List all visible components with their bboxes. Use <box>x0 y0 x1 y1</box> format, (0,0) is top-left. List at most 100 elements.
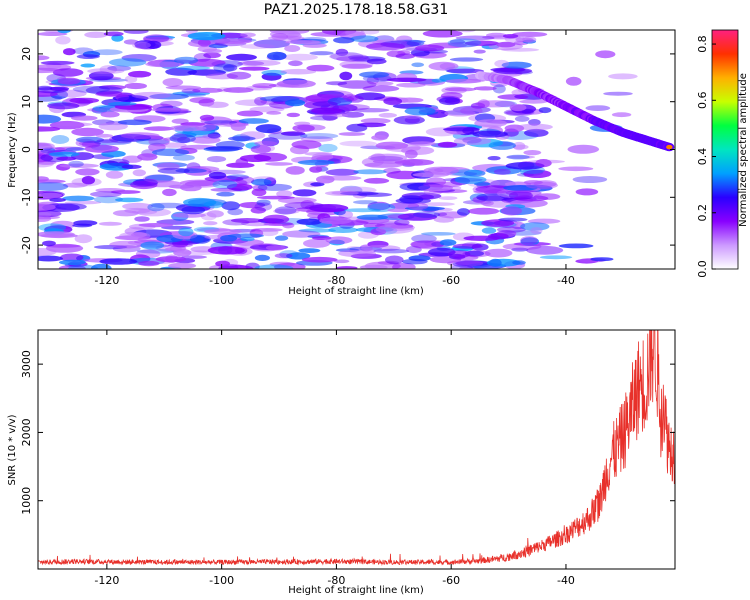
heatmap-blob <box>38 142 55 150</box>
heatmap-blob <box>155 256 187 263</box>
heatmap-blob <box>298 248 321 254</box>
heatmap-blob <box>444 109 476 117</box>
heatmap-blob <box>95 91 134 98</box>
heatmap-blob <box>463 169 486 177</box>
heatmap-blob <box>303 238 331 248</box>
heatmap-blob <box>282 222 295 229</box>
heatmap-blob <box>40 233 78 239</box>
heatmap-blob <box>48 151 80 157</box>
heatmap-blob <box>100 111 120 118</box>
heatmap-blob <box>250 178 272 186</box>
heatmap-blob <box>364 162 403 168</box>
heatmap-blob <box>138 260 160 267</box>
heatmap-blob <box>506 154 530 160</box>
heatmap-blob <box>115 197 144 203</box>
heatmap-blob <box>473 86 497 91</box>
heatmap-blob <box>38 126 61 132</box>
heatmap-blob <box>468 207 500 215</box>
heatmap-blob <box>341 111 365 118</box>
heatmap-blob <box>421 202 455 207</box>
heatmap-blob <box>206 156 227 163</box>
heatmap-blob <box>392 262 416 269</box>
colorbar-gradient <box>712 30 738 269</box>
heatmap-blob <box>132 41 151 49</box>
heatmap-blob <box>386 77 427 83</box>
heatmap-blob <box>455 35 495 41</box>
heatmap-blob <box>204 120 238 125</box>
heatmap-blob <box>522 36 537 43</box>
heatmap-blob <box>107 101 137 106</box>
heatmap-blob <box>240 32 256 38</box>
heatmap-blob <box>117 96 146 103</box>
heatmap-blob <box>411 62 425 68</box>
heatmap-blob <box>49 198 66 202</box>
heatmap-blob <box>190 234 205 244</box>
heatmap-blob <box>415 44 445 52</box>
heatmap-blob <box>521 108 534 115</box>
heatmap-blob <box>47 102 80 110</box>
heatmap-blob <box>309 51 334 56</box>
heatmap-blob <box>257 183 292 191</box>
heatmap-blob <box>310 182 325 187</box>
heatmap-blob <box>87 68 125 74</box>
heatmap-blob <box>431 78 446 83</box>
heatmap-blob <box>611 112 632 118</box>
heatmap-blob <box>512 31 548 37</box>
heatmap-blob <box>207 246 245 255</box>
heatmap-blob <box>375 224 414 234</box>
heatmap-blob <box>57 77 81 85</box>
heatmap-blob <box>171 118 189 124</box>
heatmap-blob <box>297 159 335 166</box>
x-tick-label: -60 <box>442 274 460 287</box>
heatmap-blob <box>502 34 519 39</box>
heatmap-blob <box>470 102 486 109</box>
heatmap-blob <box>134 216 150 222</box>
heatmap-blob <box>439 62 456 70</box>
heatmap-blob <box>74 234 93 244</box>
heatmap-blob <box>75 168 100 176</box>
heatmap-blob <box>84 31 108 38</box>
heatmap-blob <box>145 40 162 50</box>
heatmap-blob <box>558 243 594 249</box>
colorbar-tick-label: 0.2 <box>696 204 709 222</box>
snr-plot-frame <box>37 329 676 570</box>
heatmap-blob <box>230 218 264 223</box>
heatmap-blob <box>285 166 305 175</box>
heatmap-blob <box>143 126 174 131</box>
heatmap-blob <box>136 138 170 145</box>
heatmap-blob <box>237 60 265 66</box>
heatmap-blob <box>38 85 53 91</box>
x-tick-label: -40 <box>557 574 575 587</box>
heatmap-blob <box>199 114 215 121</box>
heatmap-blob <box>401 146 435 156</box>
heatmap-blob <box>279 250 299 259</box>
heatmap-blob <box>450 264 473 269</box>
heatmap-blob <box>302 43 327 48</box>
heatmap-blob <box>108 58 147 67</box>
heatmap-blob <box>454 175 487 184</box>
heatmap-blob <box>572 176 608 183</box>
heatmap-blob <box>375 141 409 150</box>
heatmap-blob <box>233 239 265 246</box>
heatmap-blob <box>395 53 415 59</box>
heatmap-blob <box>448 250 471 258</box>
heatmap-blob <box>301 256 338 263</box>
heatmap-blob <box>366 42 406 51</box>
heatmap-blob <box>59 253 84 262</box>
heatmap-blob <box>433 212 448 217</box>
heatmap-blob <box>492 84 506 94</box>
heatmap-blob <box>117 119 152 126</box>
heatmap-blob <box>345 30 365 37</box>
heatmap-blob <box>335 266 358 269</box>
heatmap-blob <box>595 50 616 59</box>
heatmap-blob <box>397 213 438 221</box>
heatmap-blob <box>73 220 98 226</box>
heatmap-blob <box>496 226 526 233</box>
heatmap-blob <box>292 189 317 197</box>
heatmap-blob <box>286 112 300 118</box>
heatmap-blob <box>509 104 527 112</box>
heatmap-blob <box>38 67 61 74</box>
heatmap-blob <box>42 240 56 247</box>
heatmap-blob <box>38 223 67 232</box>
heatmap-blob <box>205 101 229 109</box>
